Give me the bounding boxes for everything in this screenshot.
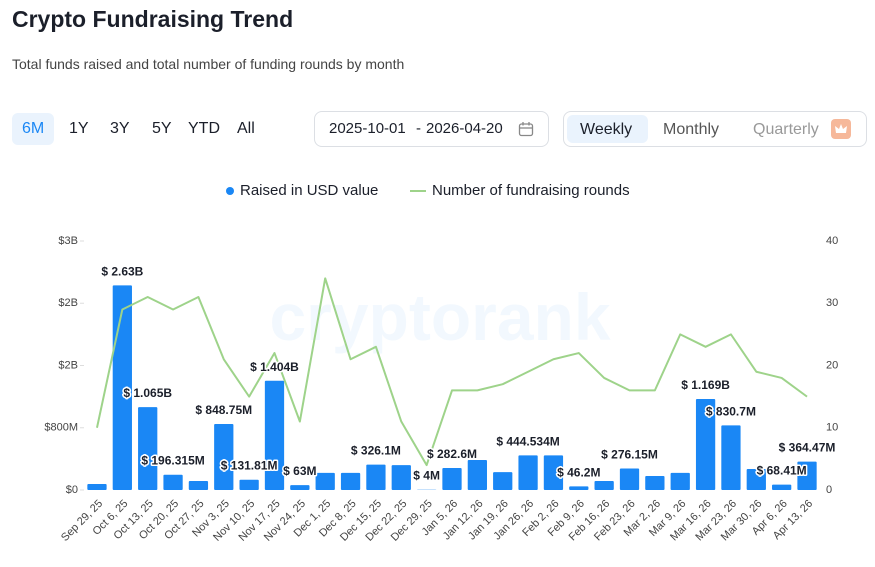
value-label: $ 364.47M	[779, 441, 836, 455]
line	[96, 277, 808, 467]
bar	[645, 475, 665, 490]
value-label: $ 444.534M	[496, 434, 559, 448]
bar	[290, 485, 310, 490]
range-button[interactable]: YTD	[188, 120, 220, 137]
value-label: $ 196.315M	[141, 454, 204, 468]
bar	[721, 425, 741, 490]
bar	[340, 472, 361, 490]
legend-label: Number of fundraising rounds	[432, 182, 630, 199]
calendar-icon	[518, 122, 534, 137]
value-label: $ 282.6M	[427, 447, 477, 461]
bar	[569, 486, 589, 490]
date-picker[interactable]: 2025-10-01 - 2026-04-20	[314, 111, 549, 147]
bar	[163, 474, 183, 490]
value-label: $ 131.81M	[221, 459, 278, 473]
value-label: $ 68.41M	[757, 464, 807, 478]
value-label: $ 2.63B	[101, 264, 143, 278]
bar	[746, 468, 766, 490]
range-button[interactable]: 5Y	[152, 120, 172, 137]
y2-tick-label: 10	[826, 422, 838, 434]
range-button[interactable]: 3Y	[110, 120, 130, 137]
premium-icon	[831, 119, 851, 139]
view-switch: Weekly Monthly Quarterly	[563, 111, 867, 147]
range-button[interactable]: 6M	[12, 113, 55, 145]
y-tick-label: $3B	[58, 235, 78, 247]
y-tick-label: $800M	[44, 422, 78, 434]
y2-tick-label: 40	[826, 235, 838, 247]
bar	[619, 468, 640, 490]
active-view-bg	[567, 115, 648, 143]
bar	[188, 481, 209, 490]
bar	[239, 479, 259, 490]
value-label: $ 1.404B	[250, 360, 299, 374]
view-button[interactable]: Weekly	[580, 121, 633, 138]
bar	[87, 484, 107, 490]
bar	[797, 461, 817, 490]
bar	[594, 481, 614, 490]
bar	[518, 455, 538, 490]
range-button[interactable]: All	[237, 120, 255, 137]
watermark: cryptorank	[269, 280, 610, 354]
bar	[543, 455, 564, 490]
bar	[772, 484, 792, 490]
y2-tick-label: 0	[826, 484, 832, 496]
bar	[315, 472, 335, 490]
y2-tick-label: 30	[826, 297, 838, 309]
bar	[467, 460, 487, 490]
date-to: 2026-04-20	[426, 120, 503, 137]
legend-marker	[226, 187, 234, 195]
view-button[interactable]: Monthly	[663, 121, 720, 138]
y-tick-label: $2B	[58, 297, 78, 309]
bar	[695, 399, 716, 490]
title: Crypto Fundraising Trend	[12, 6, 294, 32]
value-label: $ 4M	[413, 469, 440, 483]
bar	[670, 472, 690, 490]
bar	[138, 407, 158, 490]
value-label: $ 63M	[283, 464, 316, 478]
view-button[interactable]: Quarterly	[753, 121, 819, 138]
value-label: $ 1.065B	[123, 386, 172, 400]
date-from: 2025-10-01	[329, 120, 406, 137]
value-label: $ 1.169B	[681, 378, 730, 392]
bar	[391, 465, 411, 490]
value-label: $ 830.7M	[706, 404, 756, 418]
value-label: $ 276.15M	[601, 448, 658, 462]
bar	[214, 423, 234, 490]
legend-label: Raised in USD value	[240, 182, 378, 199]
y-tick-label: $0	[66, 484, 78, 496]
bar	[442, 468, 462, 490]
value-label: $ 326.1M	[351, 444, 401, 458]
subtitle: Total funds raised and total number of f…	[12, 56, 405, 72]
bar	[493, 472, 513, 490]
value-label: $ 848.75M	[195, 403, 252, 417]
y-tick-label: $2B	[58, 359, 78, 371]
y2-tick-label: 20	[826, 359, 838, 371]
value-label: $ 46.2M	[557, 465, 600, 479]
bar	[366, 464, 386, 490]
date-separator: -	[416, 120, 421, 137]
range-button[interactable]: 1Y	[69, 120, 89, 137]
bar	[264, 380, 285, 490]
